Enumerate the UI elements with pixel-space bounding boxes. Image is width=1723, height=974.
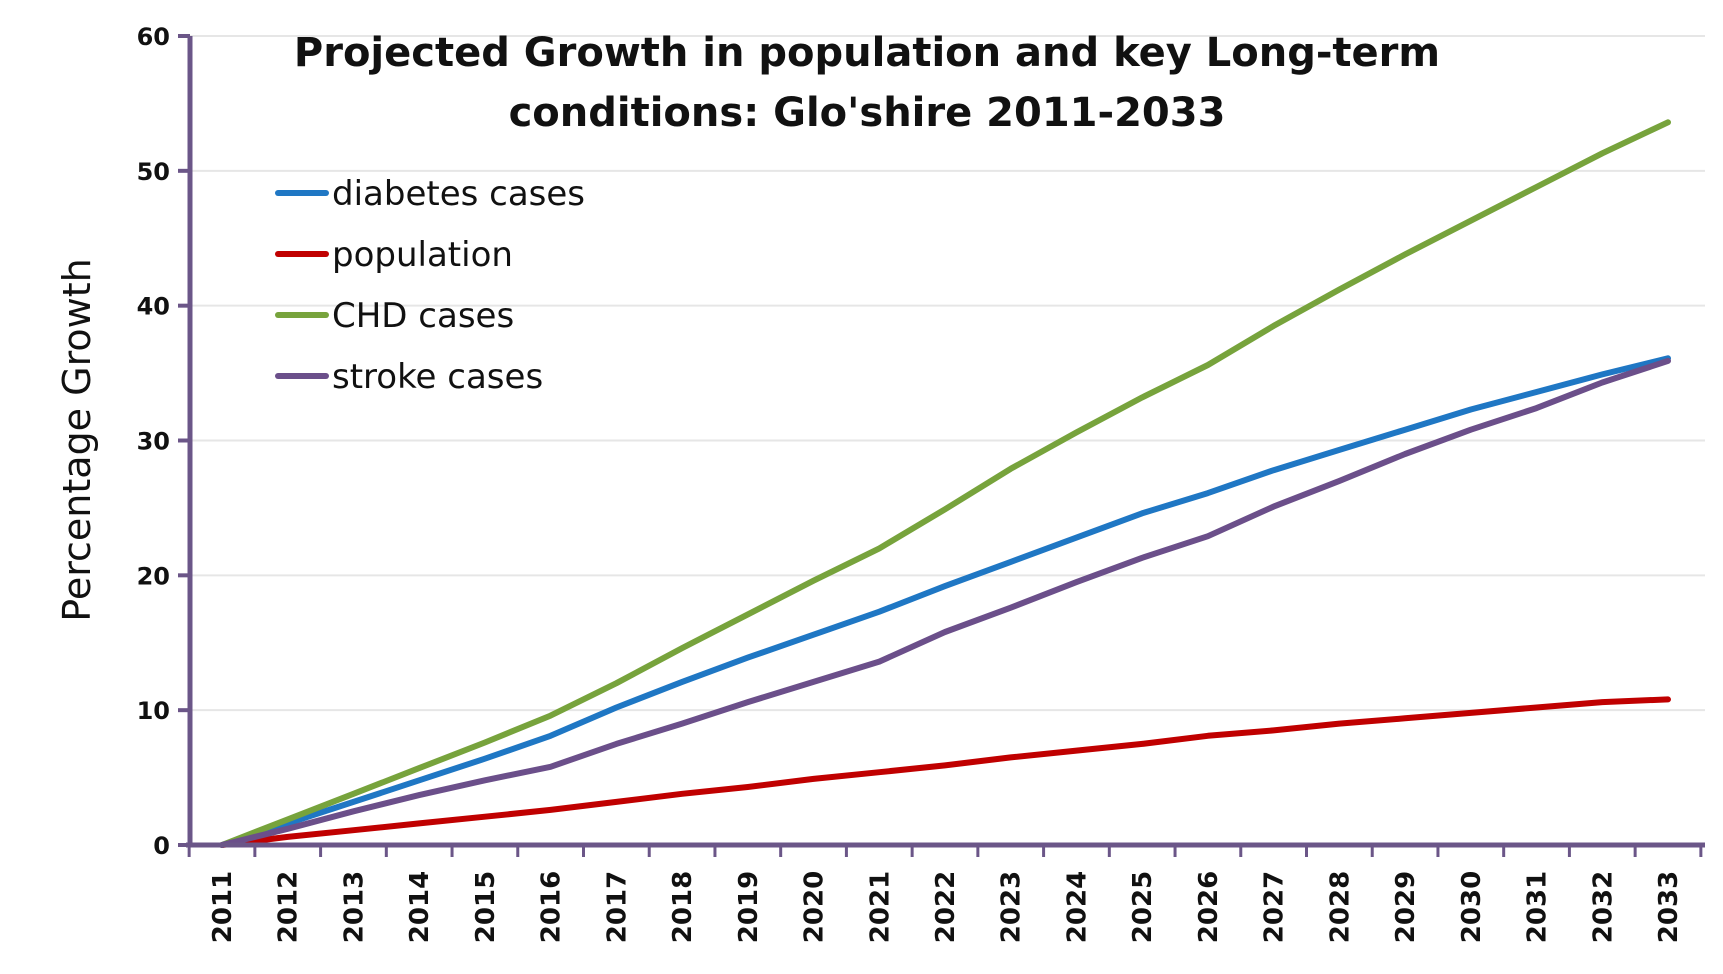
x-tick-label: 2030 bbox=[1457, 871, 1487, 943]
x-tick-label: 2016 bbox=[537, 871, 567, 943]
x-tick-label: 2023 bbox=[997, 871, 1027, 943]
x-tick-label: 2011 bbox=[208, 871, 238, 943]
series-line-CHD-cases bbox=[219, 119, 1671, 848]
y-tick-label: 10 bbox=[137, 697, 170, 725]
x-tick-label: 2028 bbox=[1325, 871, 1355, 943]
legend: diabetes cases population CHD cases stroke … bbox=[275, 174, 585, 397]
x-tick-label: 2019 bbox=[734, 871, 764, 943]
x-tick-label: 2026 bbox=[1194, 871, 1224, 943]
x-tick-label: 2024 bbox=[1062, 871, 1092, 943]
y-tick-label: 0 bbox=[153, 832, 170, 860]
series-line-diabetes-cases bbox=[219, 355, 1671, 848]
x-tick-label: 2029 bbox=[1391, 871, 1421, 943]
x-tick-label: 2017 bbox=[602, 871, 632, 943]
series-lines bbox=[219, 119, 1671, 848]
y-tick-label: 30 bbox=[137, 428, 170, 456]
x-tick-label: 2015 bbox=[471, 871, 501, 943]
legend-label: stroke cases bbox=[332, 357, 543, 397]
y-tick-label: 60 bbox=[137, 23, 170, 51]
y-tick-label: 40 bbox=[137, 293, 170, 321]
y-tick-label: 50 bbox=[137, 158, 170, 186]
y-axis-label: Percentage Growth bbox=[55, 258, 99, 621]
legend-label: diabetes cases bbox=[332, 174, 585, 214]
chart-title: Projected Growth in population and key L… bbox=[294, 30, 1440, 136]
series-line-stroke-cases bbox=[219, 357, 1671, 848]
legend-label: CHD cases bbox=[332, 296, 514, 336]
x-tick-label: 2025 bbox=[1128, 871, 1158, 943]
x-tick-label: 2020 bbox=[800, 871, 830, 943]
gridlines bbox=[178, 34, 1705, 847]
x-tick-label: 2014 bbox=[405, 871, 435, 943]
x-tick-label: 2013 bbox=[339, 871, 369, 943]
x-tick-label: 2012 bbox=[274, 871, 304, 943]
x-tick-labels: 2011 2012 2013 2014 2015 2016 2017 2018 2019 2020… bbox=[187, 845, 1703, 943]
x-tick-label: 2021 bbox=[865, 871, 895, 943]
legend-label: population bbox=[332, 235, 513, 275]
y-tick-labels: 0 10 20 30 40 50 60 bbox=[137, 23, 170, 860]
chart-title-line-1: Projected Growth in population and key L… bbox=[294, 30, 1440, 76]
chart-title-line-2: conditions: Glo'shire 2011-2033 bbox=[509, 90, 1226, 136]
axes bbox=[186, 36, 1705, 848]
x-tick-label: 2031 bbox=[1523, 871, 1553, 943]
y-tick-label: 20 bbox=[137, 562, 170, 590]
x-tick-label: 2018 bbox=[668, 871, 698, 943]
x-tick-label: 2032 bbox=[1588, 871, 1618, 943]
x-tick-label: 2022 bbox=[931, 871, 961, 943]
series-line-population bbox=[219, 696, 1671, 848]
x-tick-label: 2033 bbox=[1654, 871, 1684, 943]
x-tick-label: 2027 bbox=[1260, 871, 1290, 943]
